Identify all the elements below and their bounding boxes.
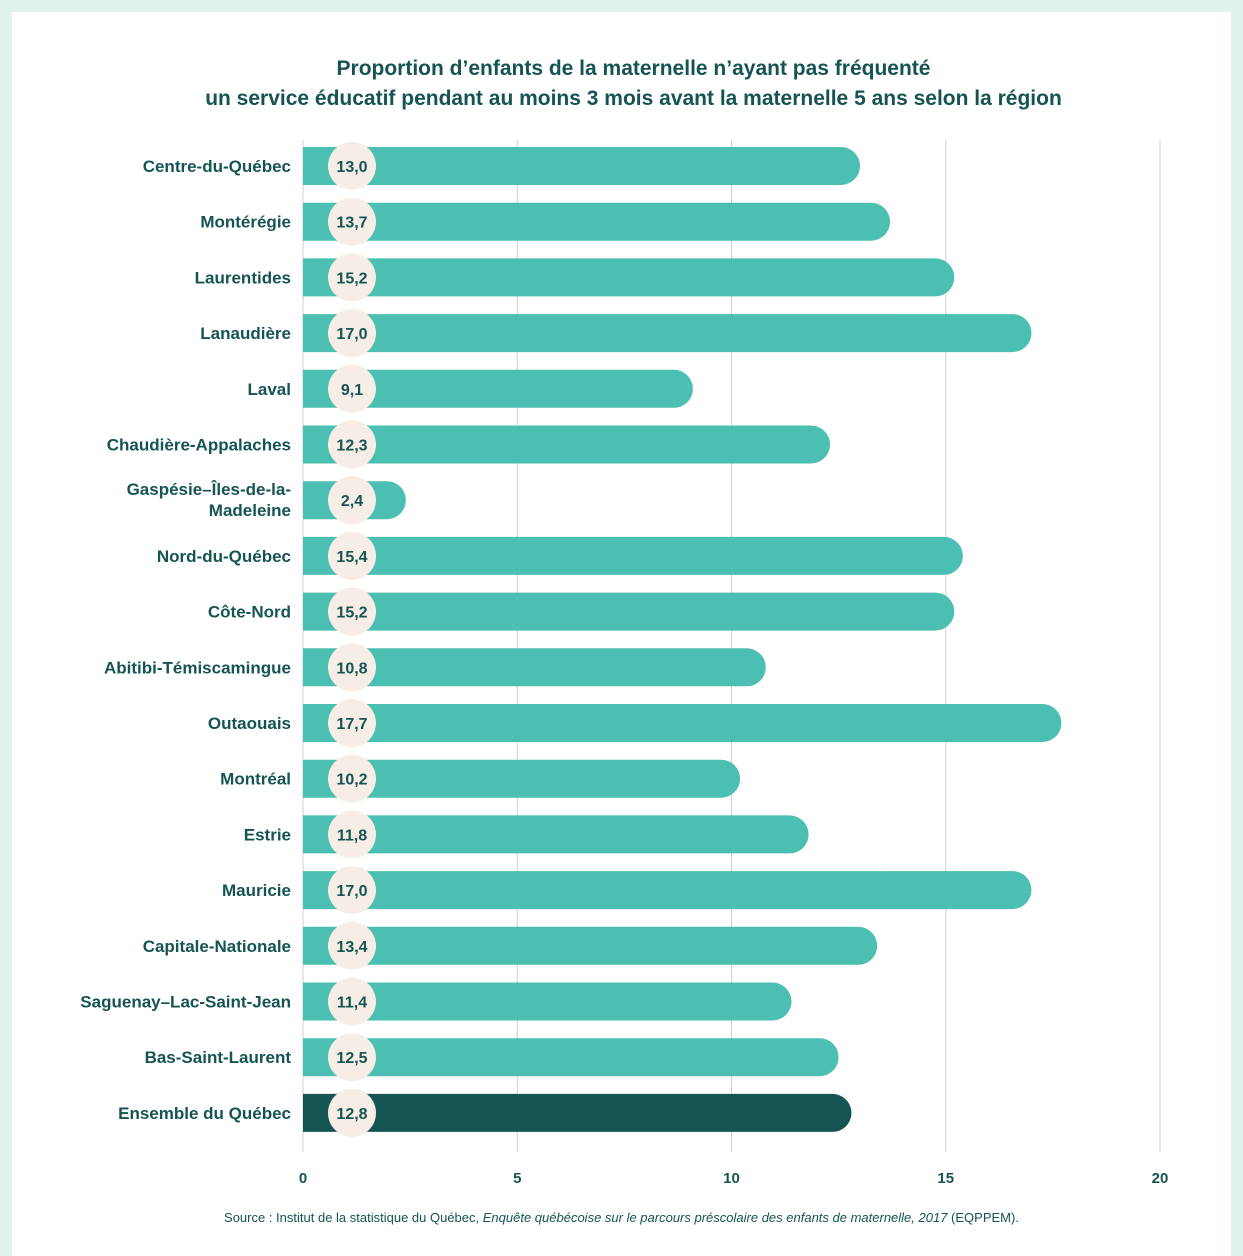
bar: [303, 1038, 839, 1077]
value-label: 17,0: [336, 326, 367, 343]
x-tick-label: 10: [723, 1170, 740, 1187]
category-label: Nord-du-Québec: [157, 547, 291, 566]
bar: [303, 369, 693, 408]
bar: [303, 871, 1032, 910]
bar: [303, 425, 831, 464]
x-tick-label: 0: [299, 1170, 307, 1187]
value-label: 12,3: [336, 438, 367, 455]
value-badge: [328, 476, 376, 525]
bar: [303, 815, 809, 854]
bar: [303, 536, 963, 575]
value-badge: [328, 977, 376, 1026]
bar: [303, 147, 861, 185]
chart-title-line-1: Proportion d’enfants de la maternelle n’…: [336, 57, 931, 80]
category-label: Outaouais: [208, 714, 291, 733]
value-badge: [328, 253, 376, 302]
value-badge: [328, 142, 376, 190]
category-label: Laurentides: [195, 268, 291, 287]
category-label: Abitibi-Témiscamingue: [104, 658, 291, 677]
category-label: Lanaudière: [200, 324, 291, 343]
value-badge: [328, 309, 376, 358]
value-label: 10,8: [336, 660, 367, 677]
bar: [303, 648, 766, 687]
category-label: Saguenay–Lac-Saint-Jean: [80, 993, 291, 1012]
value-badge: [328, 754, 376, 803]
value-label: 13,0: [336, 159, 367, 176]
value-badge: [328, 420, 376, 469]
source-survey-title: Enquête québécoise sur le parcours présc…: [482, 1210, 948, 1225]
bar: [303, 926, 878, 965]
chart-title-line-2: un service éducatif pendant au moins 3 m…: [205, 87, 1062, 110]
category-label: Côte-Nord: [208, 603, 291, 622]
category-label: Bas-Saint-Laurent: [145, 1048, 292, 1067]
value-badge: [328, 921, 376, 970]
value-label: 17,7: [336, 716, 367, 733]
category-label: Laval: [248, 380, 291, 399]
category-label: Estrie: [244, 825, 291, 844]
source-prefix: Source : Institut de la statistique du Q…: [224, 1210, 483, 1225]
value-badge: [328, 643, 376, 692]
category-label: Ensemble du Québec: [118, 1104, 291, 1123]
category-label: Chaudière-Appalaches: [107, 436, 291, 455]
bar: [303, 592, 955, 631]
x-tick-label: 15: [937, 1170, 954, 1187]
value-label: 9,1: [341, 382, 363, 399]
category-label: Mauricie: [222, 881, 291, 900]
value-label: 12,5: [336, 1050, 367, 1067]
value-label: 13,7: [336, 215, 367, 232]
value-badge: [328, 1033, 376, 1082]
value-label: 15,2: [336, 605, 367, 622]
bar: [303, 258, 955, 297]
chart-title: Proportion d’enfants de la maternelle n’…: [12, 54, 1243, 114]
value-label: 2,4: [341, 493, 363, 510]
x-tick-label: 5: [513, 1170, 521, 1187]
value-label: 12,8: [336, 1106, 367, 1123]
value-badge: [328, 1088, 376, 1137]
value-badge: [328, 364, 376, 413]
category-label: Centre-du-Québec: [143, 157, 291, 176]
bar: [303, 314, 1032, 353]
value-badge: [328, 810, 376, 859]
bar: [303, 202, 891, 241]
value-label: 15,2: [336, 270, 367, 287]
x-tick-label: 20: [1152, 1170, 1169, 1187]
value-label: 10,2: [336, 772, 367, 789]
source-note: Source : Institut de la statistique du Q…: [0, 1210, 1243, 1225]
category-label: Gaspésie–Îles-de-la-Madeleine: [127, 480, 291, 520]
value-label: 15,4: [336, 549, 367, 566]
value-badge: [328, 866, 376, 915]
bar: [303, 704, 1062, 742]
value-badge: [328, 531, 376, 580]
value-label: 17,0: [336, 883, 367, 900]
source-suffix: (EQPPEM).: [947, 1210, 1019, 1225]
value-label: 11,8: [337, 827, 367, 844]
value-label: 11,4: [337, 995, 367, 1012]
category-label: Montérégie: [200, 213, 291, 232]
value-badge: [328, 699, 376, 747]
bar: [303, 759, 741, 798]
value-badge: [328, 587, 376, 636]
bar: [303, 982, 792, 1021]
value-badge: [328, 197, 376, 246]
value-label: 13,4: [336, 939, 367, 956]
category-label: Capitale-Nationale: [143, 937, 291, 956]
bar: [303, 1093, 852, 1132]
category-label: Montréal: [220, 770, 291, 789]
